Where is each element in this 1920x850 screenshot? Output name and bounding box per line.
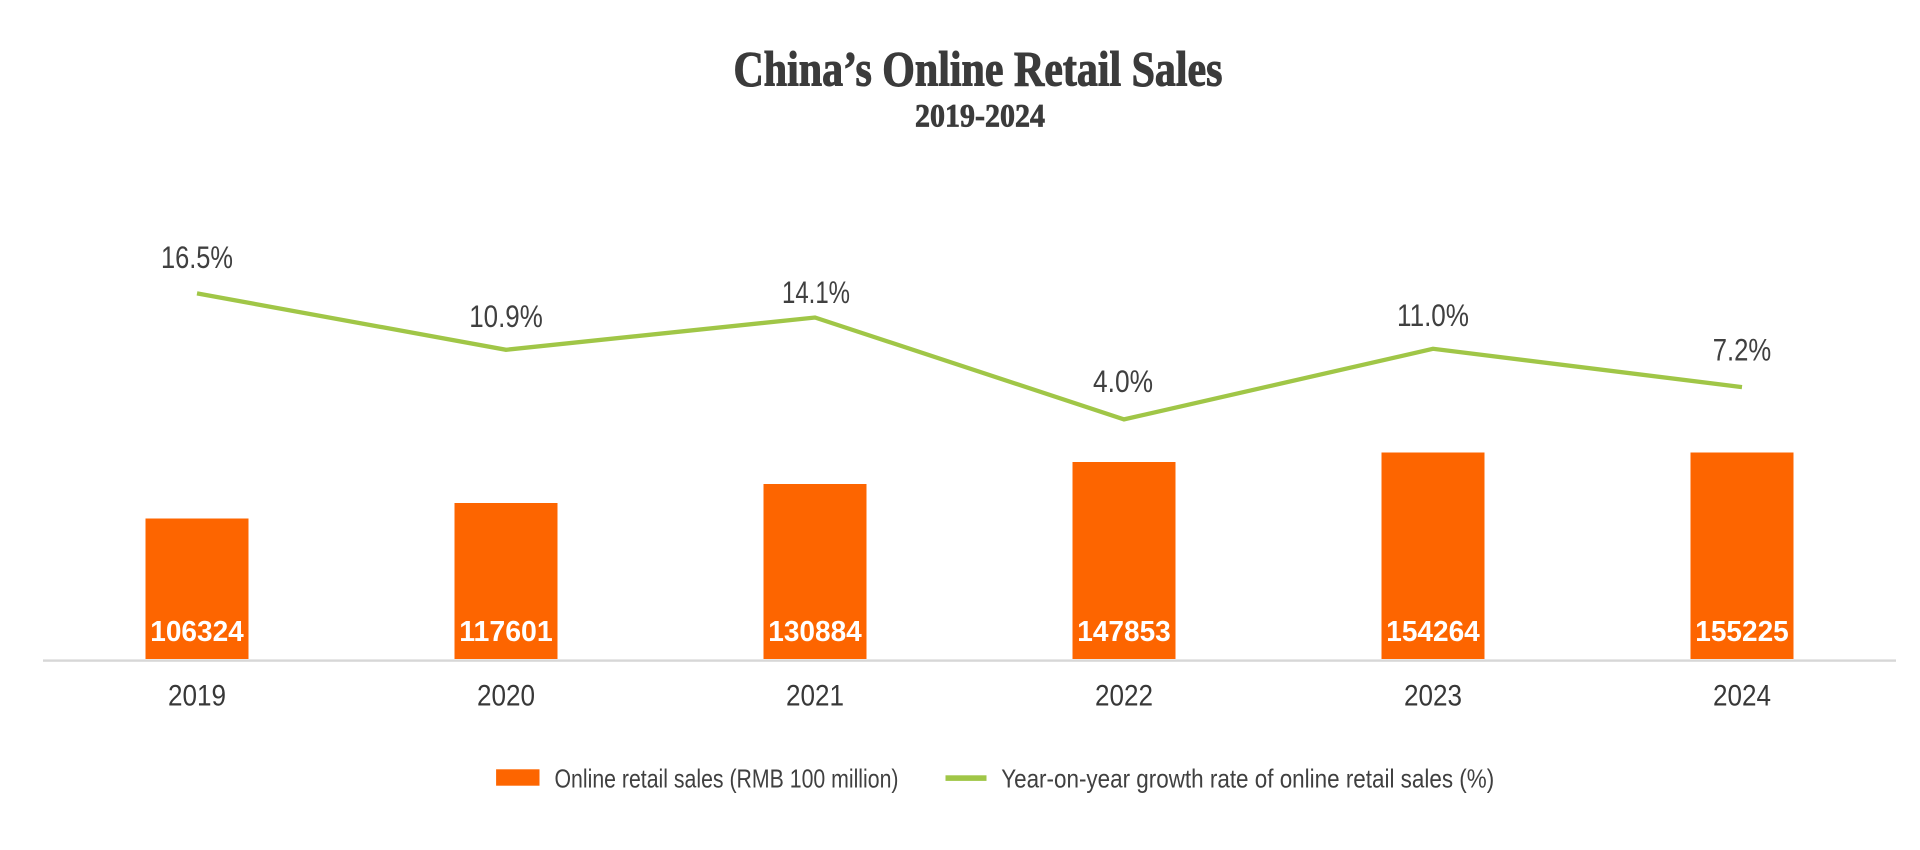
svg-text:7.2%: 7.2% (1713, 332, 1772, 368)
svg-text:2024: 2024 (1713, 680, 1771, 713)
svg-text:Year-on-year growth rate of on: Year-on-year growth rate of online retai… (1001, 764, 1494, 794)
svg-text:154264: 154264 (1386, 616, 1480, 648)
svg-text:4.0%: 4.0% (1093, 363, 1153, 399)
svg-text:2021: 2021 (786, 680, 844, 713)
svg-text:Online retail sales (RMB 100 m: Online retail sales (RMB 100 million) (555, 764, 899, 794)
svg-text:2019: 2019 (168, 680, 226, 713)
svg-text:147853: 147853 (1077, 616, 1171, 648)
svg-text:2023: 2023 (1404, 680, 1462, 713)
svg-text:China’s Online Retail Sales: China’s Online Retail Sales (734, 42, 1223, 97)
svg-text:10.9%: 10.9% (469, 298, 543, 334)
svg-text:14.1%: 14.1% (782, 274, 850, 310)
svg-text:155225: 155225 (1695, 616, 1789, 648)
svg-text:2019-2024: 2019-2024 (915, 99, 1045, 135)
svg-text:2022: 2022 (1095, 680, 1153, 713)
svg-text:2020: 2020 (477, 680, 535, 713)
svg-text:106324: 106324 (150, 616, 244, 648)
svg-text:16.5%: 16.5% (161, 239, 233, 275)
svg-text:11.0%: 11.0% (1397, 297, 1469, 333)
svg-text:117601: 117601 (459, 616, 553, 648)
svg-text:130884: 130884 (768, 616, 862, 648)
